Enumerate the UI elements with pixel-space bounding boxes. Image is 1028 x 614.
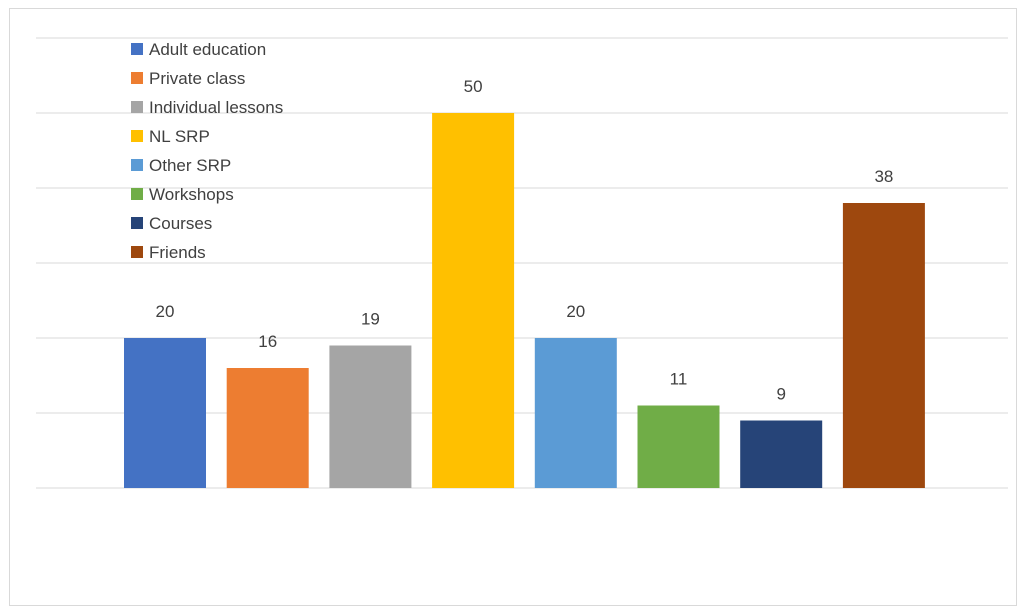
legend-label: NL SRP (149, 127, 210, 146)
legend-swatch (131, 217, 143, 229)
legend-swatch (131, 246, 143, 258)
data-label: 19 (361, 310, 380, 329)
legend: Adult education Private class Individual l… (131, 40, 283, 262)
legend-label: Other SRP (149, 156, 231, 175)
data-labels: 20 16 19 50 20 11 9 38 (156, 77, 894, 404)
bar-workshops (637, 405, 720, 488)
data-label: 20 (566, 302, 585, 321)
bar-courses (740, 420, 823, 488)
data-label: 38 (874, 167, 893, 186)
legend-label: Private class (149, 69, 245, 88)
bar-adult-education (124, 338, 206, 488)
legend-label: Adult education (149, 40, 266, 59)
data-label: 16 (258, 332, 277, 351)
legend-swatch (131, 101, 143, 113)
legend-label: Courses (149, 214, 212, 233)
legend-swatch (131, 130, 143, 142)
bar-friends (842, 203, 925, 488)
legend-label: Workshops (149, 185, 234, 204)
bars (124, 113, 925, 488)
legend-swatch (131, 43, 143, 55)
data-label: 50 (464, 77, 483, 96)
bar-private-class (226, 368, 309, 488)
data-label: 11 (670, 370, 688, 389)
legend-swatch (131, 159, 143, 171)
legend-swatch (131, 72, 143, 84)
bar-nl-srp (432, 113, 515, 488)
legend-swatch (131, 188, 143, 200)
legend-label: Individual lessons (149, 98, 283, 117)
data-label: 20 (156, 302, 175, 321)
data-label: 9 (776, 385, 785, 404)
legend-label: Friends (149, 243, 206, 262)
bar-other-srp (534, 338, 617, 488)
bar-individual-lessons (329, 345, 412, 488)
